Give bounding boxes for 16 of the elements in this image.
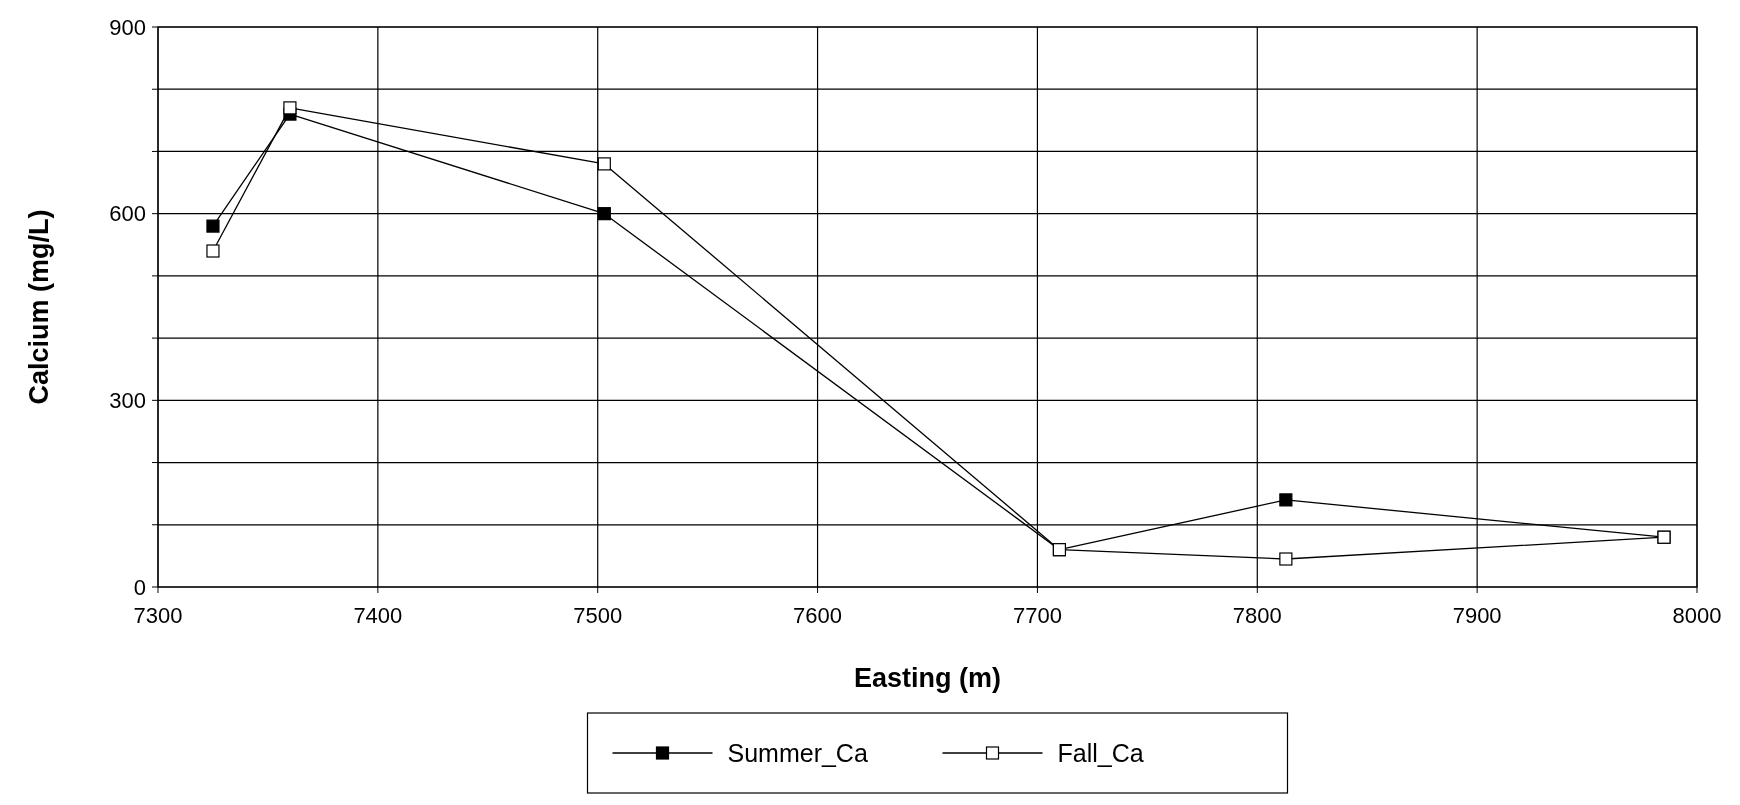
y-tick-label: 600 bbox=[109, 201, 146, 227]
y-tick-label: 0 bbox=[133, 574, 146, 600]
legend-label: Fall_Ca bbox=[1057, 738, 1144, 767]
legend-label: Summer_Ca bbox=[727, 738, 868, 767]
x-tick-label: 7600 bbox=[793, 603, 843, 628]
y-axis-title: Calcium (mg/L) bbox=[24, 209, 54, 405]
y-tick-label: 900 bbox=[109, 14, 146, 40]
y-tick-label: 300 bbox=[109, 388, 146, 414]
x-tick-label: 7700 bbox=[1012, 603, 1062, 628]
x-tick-label: 7800 bbox=[1232, 603, 1282, 628]
x-tick-label: 7900 bbox=[1452, 603, 1502, 628]
x-tick-label: 7400 bbox=[353, 603, 403, 628]
x-tick-label: 8000 bbox=[1672, 603, 1722, 628]
x-axis-title: Easting (m) bbox=[853, 663, 1002, 693]
x-tick-label: 7500 bbox=[573, 603, 623, 628]
x-tick-label: 7300 bbox=[133, 603, 183, 628]
